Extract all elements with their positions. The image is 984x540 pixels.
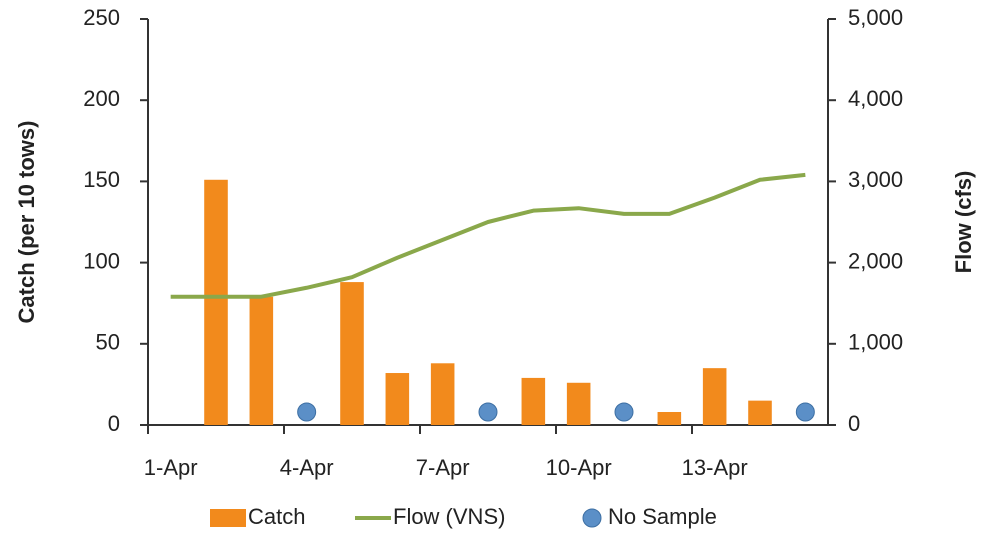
y-tick-label: 0 bbox=[108, 411, 120, 436]
bar bbox=[702, 368, 727, 425]
legend-label: No Sample bbox=[608, 504, 717, 529]
legend-swatch bbox=[210, 509, 246, 527]
bar bbox=[204, 179, 228, 425]
y-tick-label: 200 bbox=[83, 86, 120, 111]
no-sample-dot bbox=[614, 402, 634, 422]
x-tick-label: 13-Apr bbox=[682, 455, 748, 480]
y2-tick-label: 0 bbox=[848, 411, 860, 436]
bar bbox=[340, 282, 364, 425]
no-sample-dot bbox=[478, 402, 498, 422]
bar bbox=[748, 400, 772, 425]
flow-line bbox=[170, 172, 806, 299]
y-tick-label: 100 bbox=[83, 248, 120, 273]
x-tick-label: 7-Apr bbox=[416, 455, 470, 480]
y-tick-label: 150 bbox=[83, 167, 120, 192]
bar bbox=[521, 377, 546, 425]
bar bbox=[657, 412, 682, 425]
x-tick-label: 10-Apr bbox=[546, 455, 612, 480]
bar bbox=[249, 296, 274, 425]
legend-swatch bbox=[582, 508, 602, 528]
y2-tick-label: 4,000 bbox=[848, 86, 903, 111]
legend-label: Catch bbox=[248, 504, 305, 529]
y-axis-title: Catch (per 10 tows) bbox=[14, 121, 39, 324]
x-tick-label: 4-Apr bbox=[280, 455, 334, 480]
no-sample-dot bbox=[795, 402, 815, 422]
y2-tick-label: 3,000 bbox=[848, 167, 903, 192]
x-tick-label: 1-Apr bbox=[144, 455, 198, 480]
y2-tick-label: 5,000 bbox=[848, 5, 903, 30]
y2-tick-label: 2,000 bbox=[848, 248, 903, 273]
y-tick-label: 250 bbox=[83, 5, 120, 30]
bar bbox=[430, 363, 455, 425]
no-sample-dot bbox=[297, 402, 317, 422]
y-tick-label: 50 bbox=[96, 330, 120, 355]
legend-label: Flow (VNS) bbox=[393, 504, 505, 529]
y2-tick-label: 1,000 bbox=[848, 330, 903, 355]
bar bbox=[566, 382, 591, 425]
bar bbox=[385, 373, 410, 425]
y2-axis-title: Flow (cfs) bbox=[951, 171, 976, 274]
